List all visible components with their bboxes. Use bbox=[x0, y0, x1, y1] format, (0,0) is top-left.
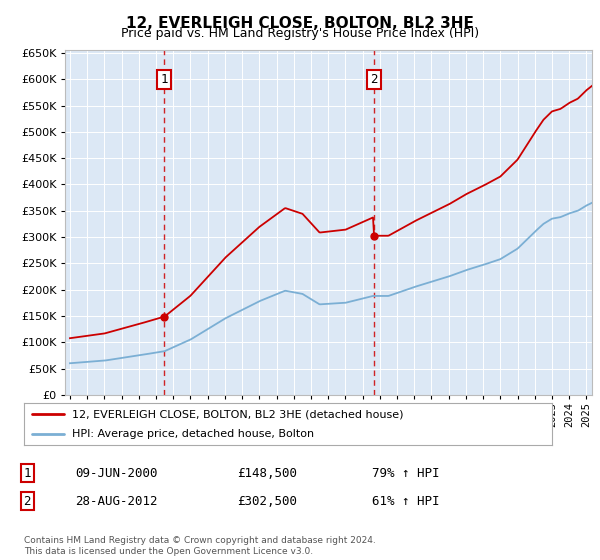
Text: HPI: Average price, detached house, Bolton: HPI: Average price, detached house, Bolt… bbox=[71, 430, 314, 439]
Text: 2: 2 bbox=[23, 494, 31, 508]
Text: 1: 1 bbox=[23, 466, 31, 480]
Text: 61% ↑ HPI: 61% ↑ HPI bbox=[372, 494, 439, 508]
Text: 1: 1 bbox=[160, 73, 167, 86]
Text: 28-AUG-2012: 28-AUG-2012 bbox=[75, 494, 157, 508]
Text: 12, EVERLEIGH CLOSE, BOLTON, BL2 3HE: 12, EVERLEIGH CLOSE, BOLTON, BL2 3HE bbox=[126, 16, 474, 31]
Text: 2: 2 bbox=[370, 73, 377, 86]
Text: £302,500: £302,500 bbox=[237, 494, 297, 508]
Text: Price paid vs. HM Land Registry's House Price Index (HPI): Price paid vs. HM Land Registry's House … bbox=[121, 27, 479, 40]
Text: £148,500: £148,500 bbox=[237, 466, 297, 480]
Text: 12, EVERLEIGH CLOSE, BOLTON, BL2 3HE (detached house): 12, EVERLEIGH CLOSE, BOLTON, BL2 3HE (de… bbox=[71, 409, 403, 419]
Text: Contains HM Land Registry data © Crown copyright and database right 2024.
This d: Contains HM Land Registry data © Crown c… bbox=[24, 536, 376, 556]
Text: 79% ↑ HPI: 79% ↑ HPI bbox=[372, 466, 439, 480]
Text: 09-JUN-2000: 09-JUN-2000 bbox=[75, 466, 157, 480]
